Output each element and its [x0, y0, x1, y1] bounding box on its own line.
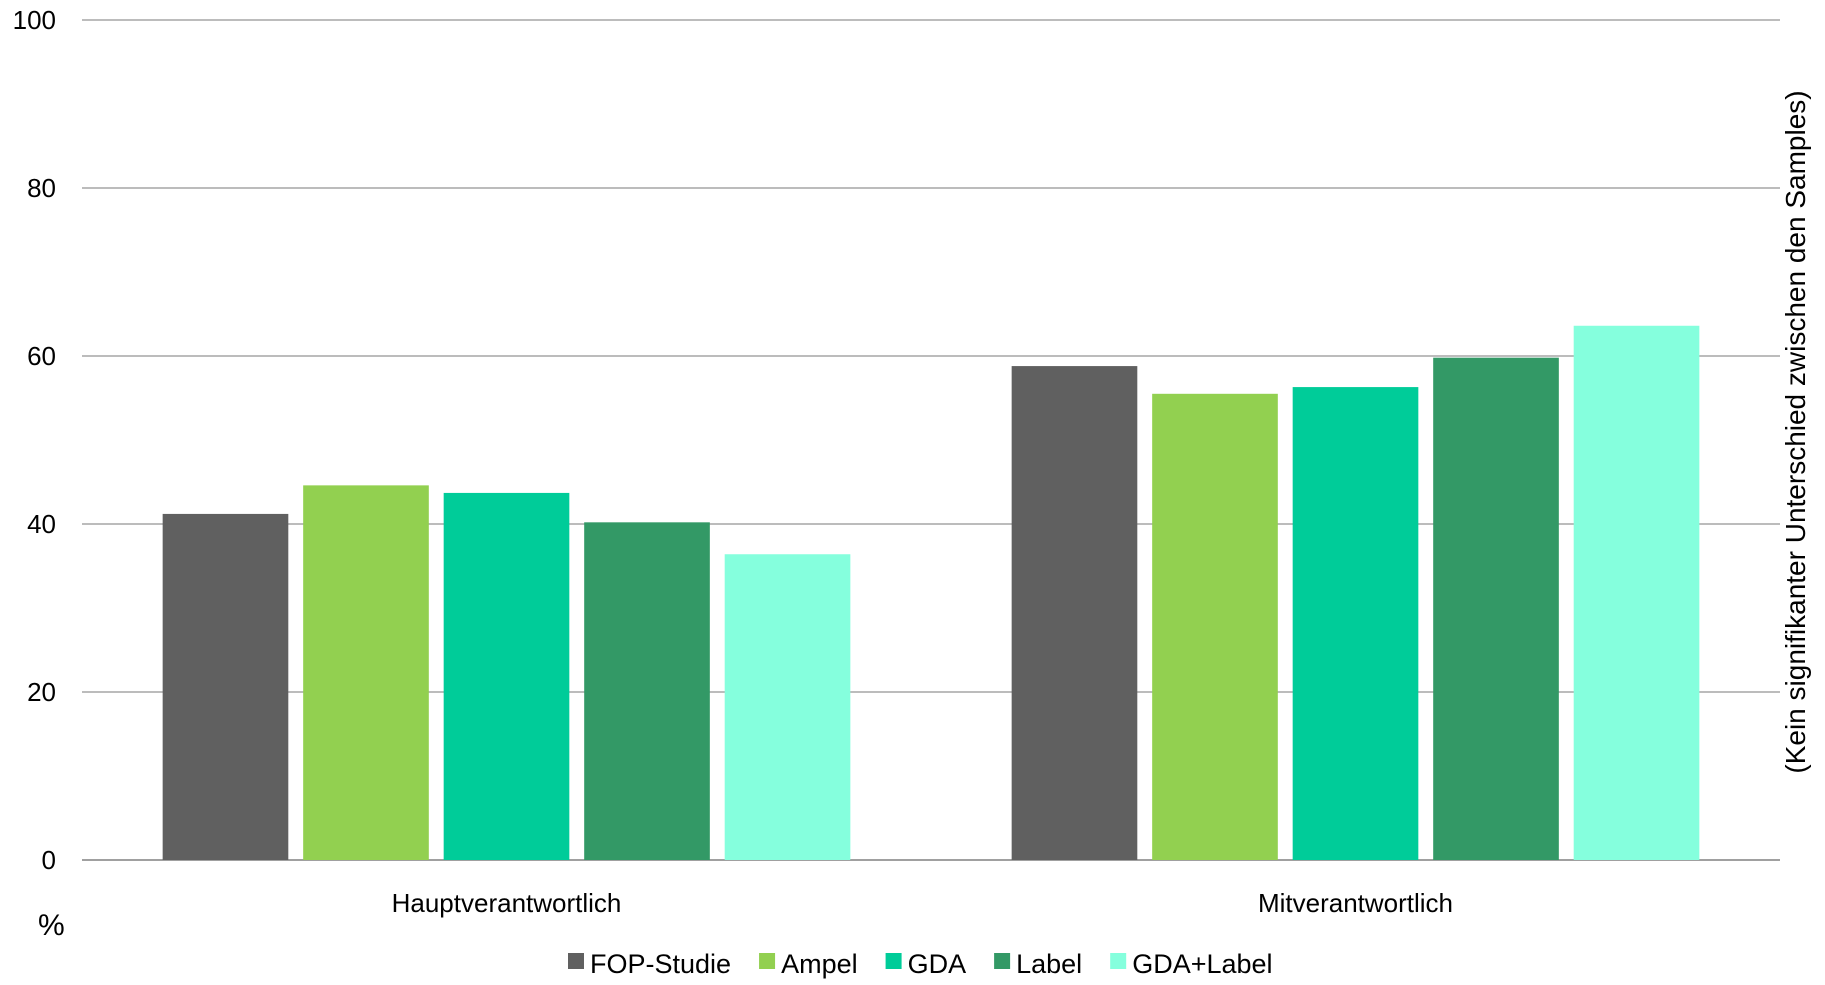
y-tick-label: 100	[13, 5, 56, 35]
legend-entry: GDA	[908, 949, 967, 979]
legend-entry: FOP-Studie	[590, 949, 731, 979]
significance-note: (Kein signifikanter Unterschied zwischen…	[1780, 90, 1811, 773]
bar-gda-label-1	[1573, 325, 1700, 860]
legend-swatch	[568, 953, 584, 969]
x-category-label: Hauptverantwortlich	[392, 888, 622, 918]
bars	[162, 325, 1700, 860]
y-tick-label: 20	[27, 677, 56, 707]
bar-label-1	[1433, 357, 1559, 860]
legend-entry: GDA+Label	[1132, 949, 1272, 979]
x-category-label: Mitverantwortlich	[1258, 888, 1453, 918]
bar-gda-1	[1292, 387, 1419, 860]
y-tick-label: 80	[27, 173, 56, 203]
legend-entry: Ampel	[781, 949, 858, 979]
legend-entry: Label	[1016, 949, 1082, 979]
bar-label-0	[584, 522, 710, 860]
y-axis-ticks: 0 20 40 60 80 100	[13, 5, 56, 875]
y-axis-unit-label: %	[38, 909, 65, 942]
legend-swatch	[759, 953, 776, 969]
y-tick-label: 0	[42, 845, 56, 875]
legend-swatch	[994, 953, 1011, 969]
bar-fop-studie-1	[1011, 366, 1138, 860]
bar-ampel-0	[303, 485, 429, 860]
bar-gda-label-0	[724, 554, 851, 860]
legend-swatch	[885, 953, 902, 969]
legend: FOP-Studie Ampel GDA Label GDA+Label	[568, 949, 1273, 979]
bar-ampel-1	[1152, 393, 1278, 860]
bar-fop-studie-0	[162, 513, 289, 860]
y-tick-label: 60	[27, 341, 56, 371]
bar-gda-0	[443, 492, 570, 860]
y-tick-label: 40	[27, 509, 56, 539]
x-axis-categories: Hauptverantwortlich Mitverantwortlich	[392, 888, 1453, 918]
legend-swatch	[1110, 953, 1127, 969]
